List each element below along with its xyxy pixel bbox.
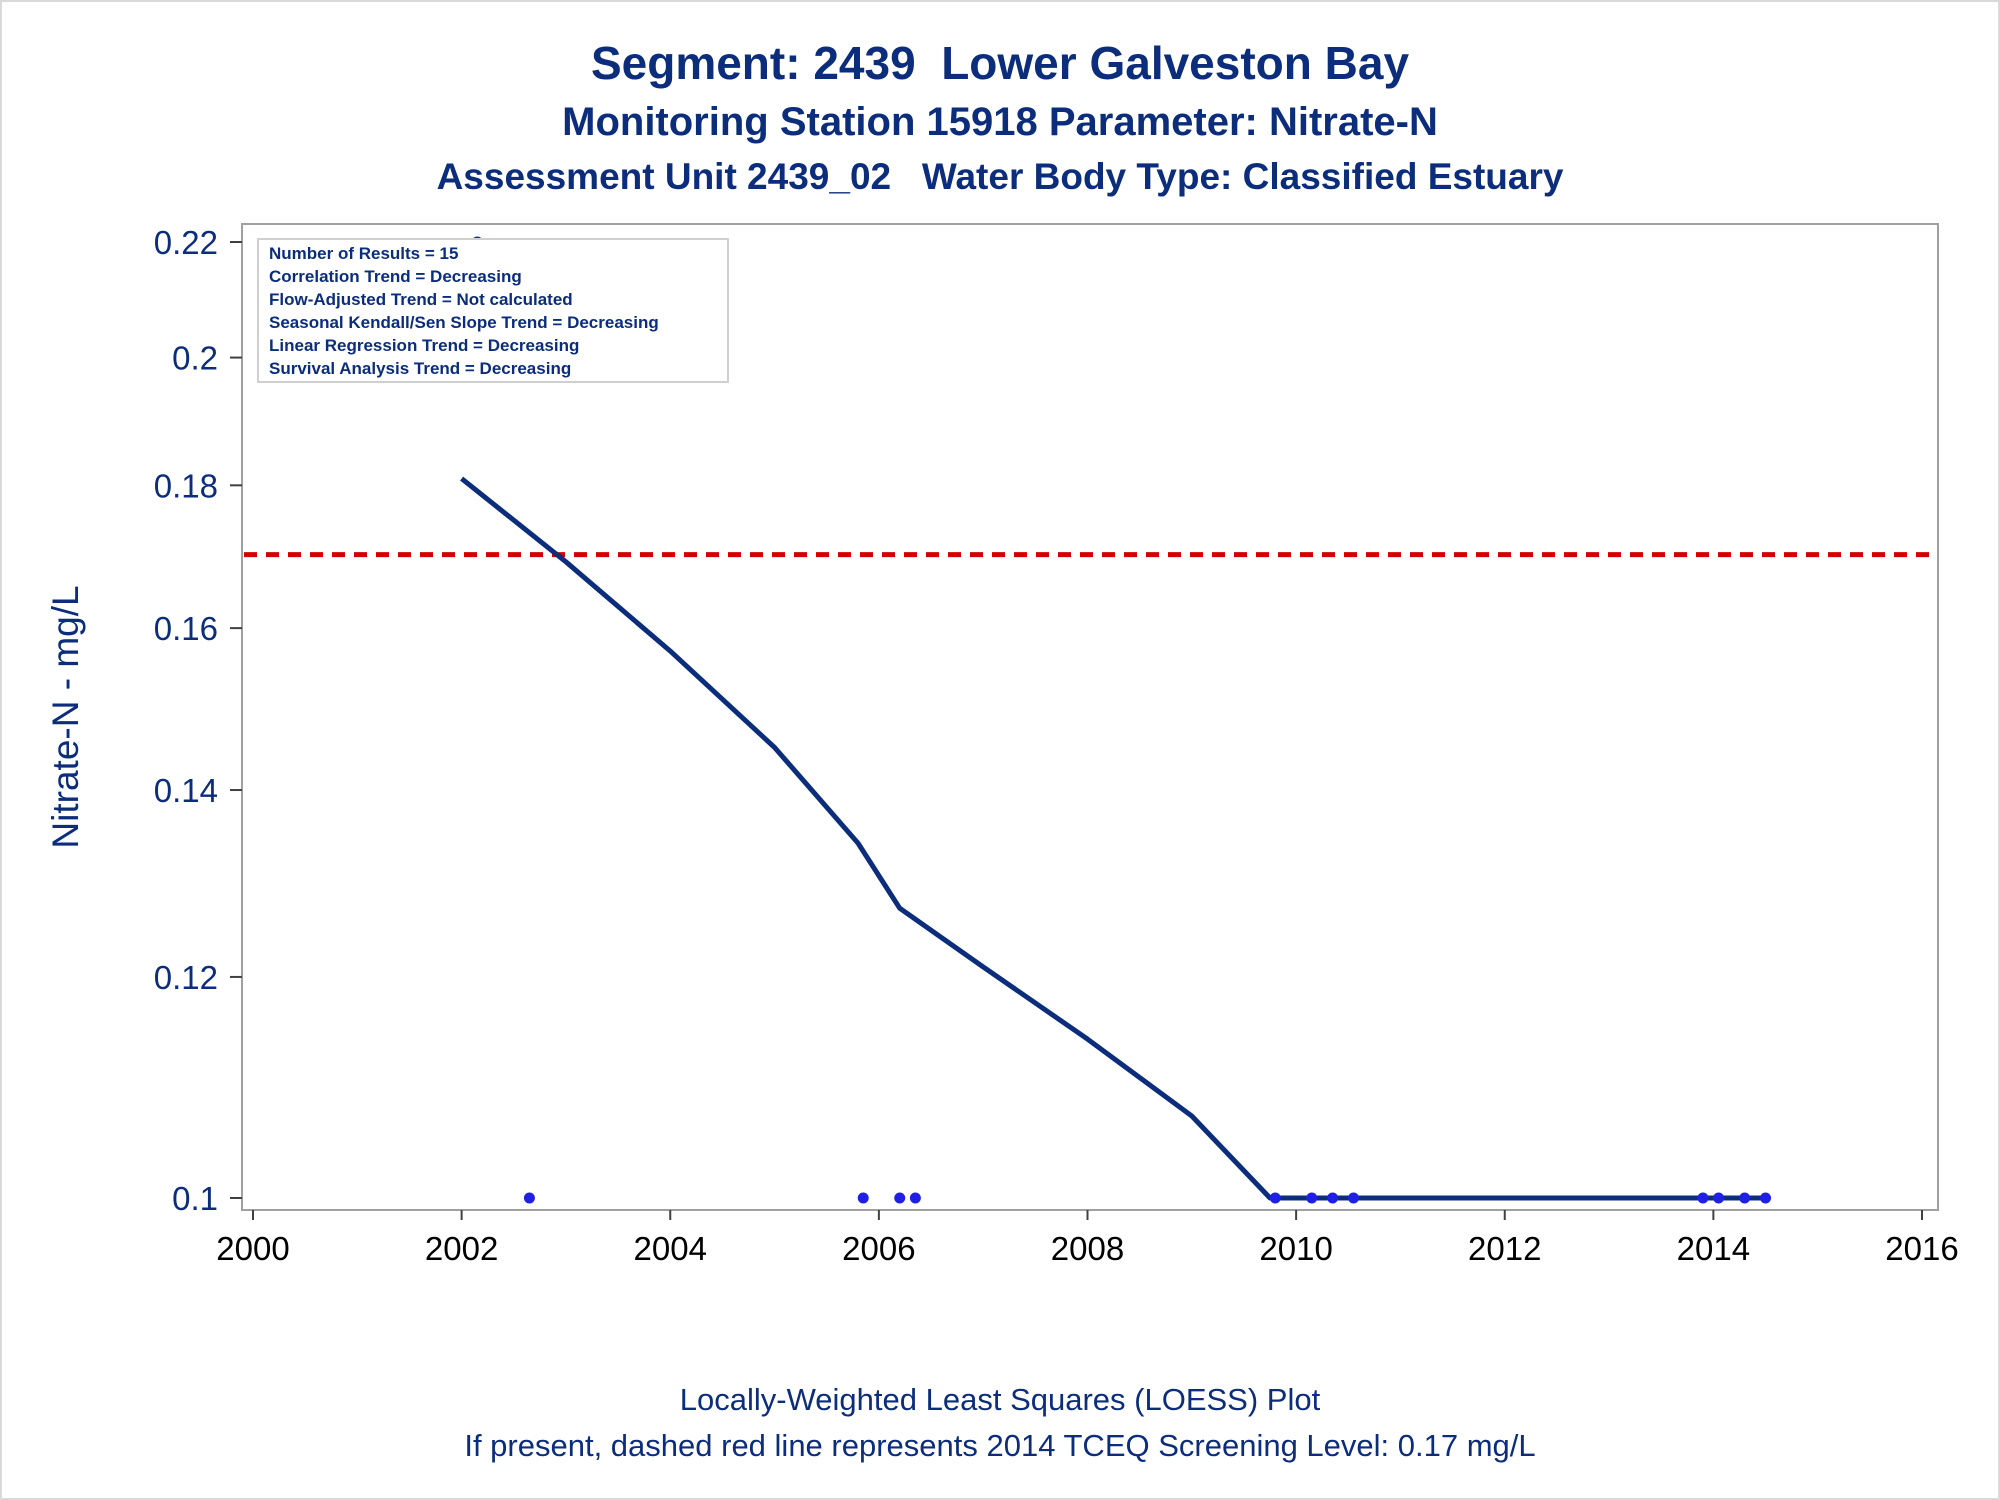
stat-linear-regression-trend: Linear Regression Trend = Decreasing <box>269 336 579 355</box>
y-tick-label: 0.2 <box>172 340 218 377</box>
y-axis-title: Nitrate-N - mg/L <box>45 585 86 848</box>
data-point <box>1269 1192 1281 1204</box>
data-point <box>523 1192 535 1204</box>
footnote-loess: Locally-Weighted Least Squares (LOESS) P… <box>679 1382 1321 1417</box>
y-tick-label: 0.1 <box>172 1180 218 1217</box>
x-tick-label: 2010 <box>1259 1230 1332 1267</box>
x-tick-label: 2008 <box>1051 1230 1124 1267</box>
x-tick-label: 2014 <box>1677 1230 1750 1267</box>
data-point <box>1713 1192 1725 1204</box>
stat-number-of-results: Number of Results = 15 <box>269 244 458 263</box>
y-tick-label: 0.18 <box>154 467 218 504</box>
y-tick-label: 0.12 <box>154 959 218 996</box>
y-tick-label: 0.22 <box>154 224 218 261</box>
data-point <box>1739 1192 1751 1204</box>
stats-box: Number of Results = 15 Correlation Trend… <box>257 238 729 383</box>
chart-title: Segment: 2439 Lower Galveston Bay <box>590 37 1410 89</box>
loess-layer <box>460 476 1766 1201</box>
x-tick-label: 2006 <box>842 1230 915 1267</box>
stat-flow-adjusted-trend: Flow-Adjusted Trend = Not calculated <box>269 290 573 309</box>
x-tick-label: 2004 <box>634 1230 707 1267</box>
stat-seasonal-kendall-trend: Seasonal Kendall/Sen Slope Trend = Decre… <box>269 313 659 332</box>
y-tick-label: 0.14 <box>154 772 218 809</box>
x-tick-label: 2002 <box>425 1230 498 1267</box>
chart-subtitle-2: Assessment Unit 2439_02 Water Body Type:… <box>436 156 1564 197</box>
data-point <box>1697 1192 1709 1204</box>
data-point <box>909 1192 921 1204</box>
data-point <box>1327 1192 1339 1204</box>
loess-line <box>460 476 1766 1201</box>
stat-correlation-trend: Correlation Trend = Decreasing <box>269 267 522 286</box>
x-tick-label: 2012 <box>1468 1230 1541 1267</box>
y-axis: 0.1 0.12 0.14 0.16 0.18 0.2 0.22 <box>154 224 243 1217</box>
stat-survival-analysis-trend: Survival Analysis Trend = Decreasing <box>269 359 571 378</box>
data-point <box>1306 1192 1318 1204</box>
stats-box-border <box>257 238 729 383</box>
footnote-screening-level: If present, dashed red line represents 2… <box>464 1428 1536 1463</box>
x-axis: 2000 2002 2004 2006 2008 2010 2012 2014 2016 <box>216 1209 1959 1267</box>
x-tick-label: 2016 <box>1885 1230 1958 1267</box>
y-tick-label: 0.16 <box>154 610 218 647</box>
data-point <box>894 1192 906 1204</box>
data-point <box>857 1192 869 1204</box>
chart-subtitle: Monitoring Station 15918 Parameter: Nitr… <box>562 100 1438 144</box>
x-tick-label: 2000 <box>216 1230 289 1267</box>
data-point <box>1347 1192 1359 1204</box>
data-point <box>1760 1192 1772 1204</box>
